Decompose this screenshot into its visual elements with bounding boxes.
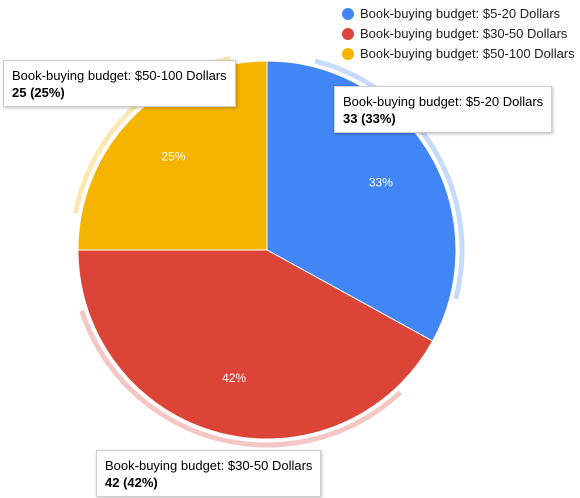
slice-highlight-ring <box>314 58 465 300</box>
legend-label: Book-buying budget: $5-20 Dollars <box>360 6 561 21</box>
tooltip-value: 25 (25%) <box>12 85 65 100</box>
slice-percent-label: 33% <box>369 176 393 190</box>
legend-label: Book-buying budget: $50-100 Dollars <box>360 46 575 61</box>
legend-item[interactable]: Book-buying budget: $5-20 Dollars <box>342 6 561 21</box>
tooltip-slice-30-50: Book-buying budget: $30-50 Dollars 42 (4… <box>96 450 322 497</box>
legend-item[interactable]: Book-buying budget: $30-50 Dollars <box>342 26 568 41</box>
tooltip-title: Book-buying budget: $50-100 Dollars <box>12 68 227 83</box>
slice-percent-labels: 33% 42% 25% <box>161 149 393 385</box>
tooltip-value: 33 (33%) <box>343 111 396 126</box>
tooltip-title: Book-buying budget: $30-50 Dollars <box>105 458 313 473</box>
legend-marker <box>342 28 354 40</box>
legend-label: Book-buying budget: $30-50 Dollars <box>360 26 568 41</box>
legend-marker <box>342 48 354 60</box>
legend: Book-buying budget: $5-20 Dollars Book-b… <box>342 6 575 61</box>
legend-item[interactable]: Book-buying budget: $50-100 Dollars <box>342 46 575 61</box>
slice-30-50[interactable] <box>77 249 434 440</box>
legend-marker <box>342 8 354 20</box>
slice-percent-label: 42% <box>222 371 246 385</box>
tooltip-title: Book-buying budget: $5-20 Dollars <box>343 94 544 109</box>
tooltip-slice-50-100: Book-buying budget: $50-100 Dollars 25 (… <box>3 60 236 107</box>
slice-percent-label: 25% <box>161 149 185 163</box>
slice-highlight-ring <box>79 309 402 448</box>
tooltip-value: 42 (42%) <box>105 475 158 490</box>
tooltip-slice-5-20: Book-buying budget: $5-20 Dollars 33 (33… <box>334 86 553 133</box>
